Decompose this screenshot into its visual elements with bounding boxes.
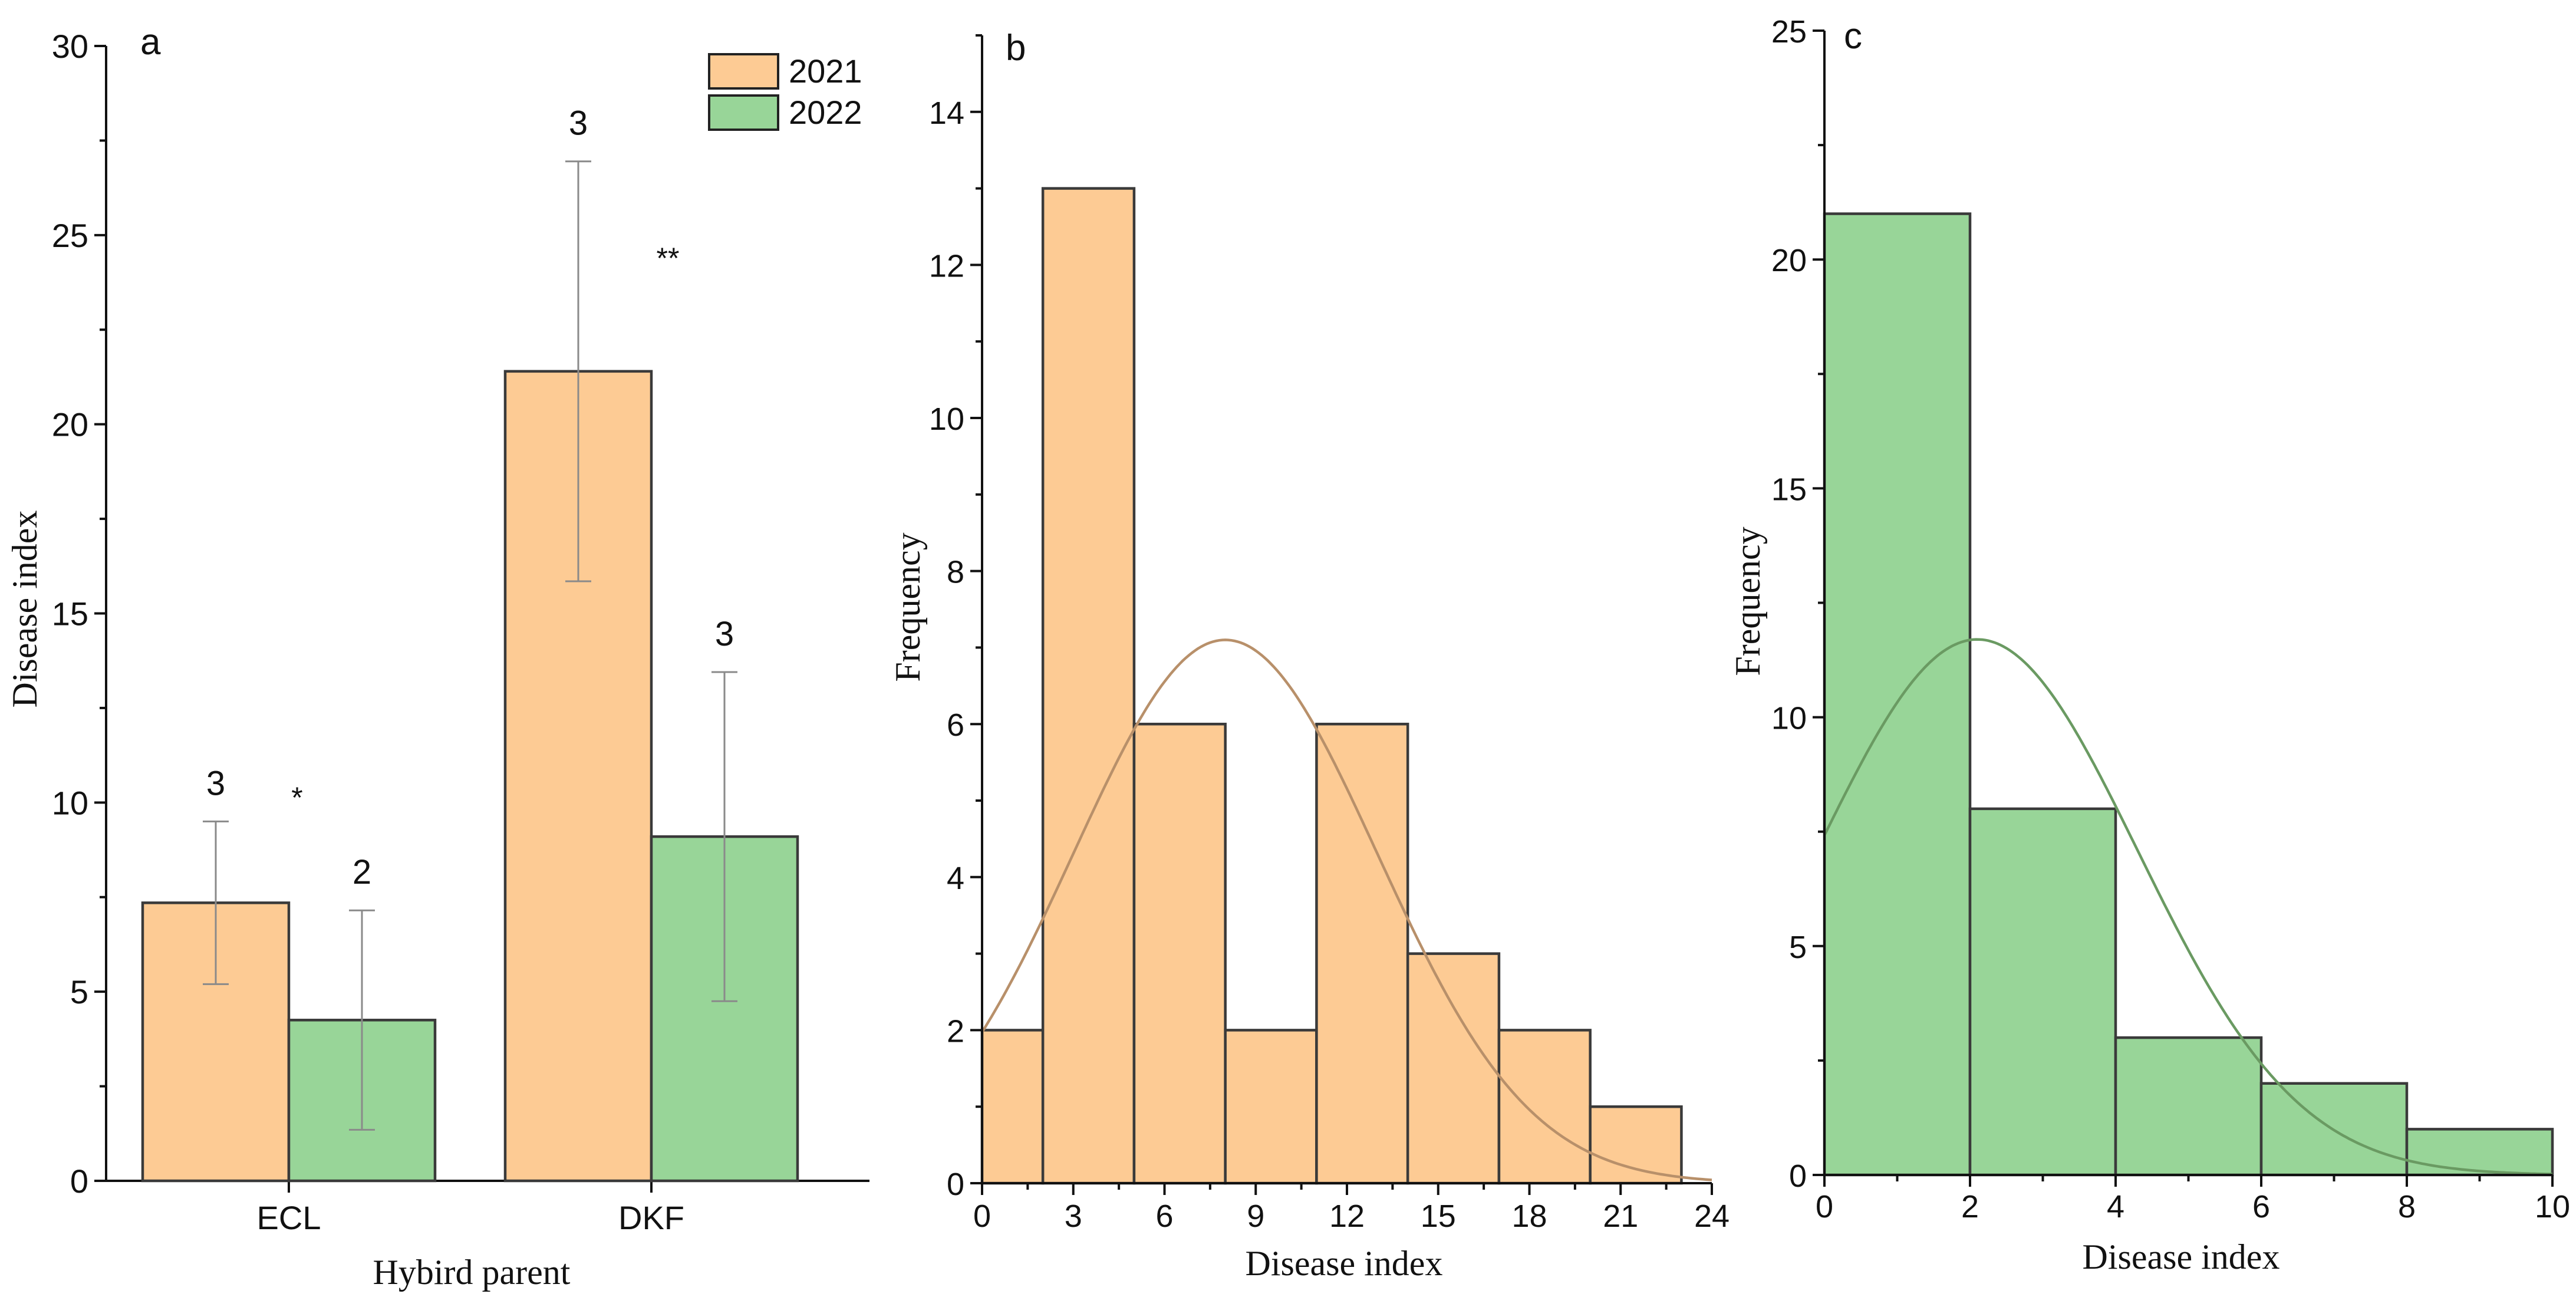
panel-a-y-tick-label: 5 <box>70 973 88 1010</box>
panel-a-y-tick-label: 20 <box>52 406 88 443</box>
panel-a-y-tick-label: 15 <box>52 595 88 633</box>
panel-c-x-tick-label: 8 <box>2398 1189 2416 1224</box>
panel-b-x-tick-label: 3 <box>1065 1199 1082 1234</box>
panel-b-y-tick-label: 8 <box>947 555 964 590</box>
panel-b-x-axis-label: Disease index <box>1246 1244 1443 1283</box>
panel-c-x-tick-label: 10 <box>2535 1189 2570 1224</box>
panel-a-letter: a <box>140 22 161 62</box>
panel-b-histogram-bar <box>1224 1029 1318 1185</box>
panel-b-x-tick-label: 0 <box>973 1199 991 1234</box>
panel-c-x-axis-label: Disease index <box>2083 1237 2280 1276</box>
panel-b-x-tick-label: 9 <box>1247 1199 1264 1234</box>
panel-c-x-tick-label: 4 <box>2107 1189 2124 1224</box>
panel-b-histogram-bar <box>1406 952 1501 1185</box>
panel-c-y-tick-label: 0 <box>1789 1158 1807 1194</box>
panel-c-histogram-bar <box>2405 1128 2554 1177</box>
legend-swatch-2022 <box>708 94 779 131</box>
panel-a-x-tick-label: ECL <box>257 1199 321 1236</box>
legend-swatch-2021 <box>708 53 779 90</box>
panel-c-letter: c <box>1844 16 1862 57</box>
panel-c-chart: c Disease index Frequency 0 5 10 15 20 25 0 2 4 6… <box>1728 14 2570 1276</box>
panel-b-histogram-bar <box>980 1029 1045 1185</box>
panel-a-legend: 2021 2022 <box>708 52 862 131</box>
legend-label-2021: 2021 <box>789 52 862 90</box>
panel-b-x-tick-label: 12 <box>1329 1199 1365 1234</box>
panel-c-y-tick-label: 10 <box>1771 701 1807 736</box>
panel-c-normal-fit-curve <box>1823 638 2553 1176</box>
panel-b-y-tick-label: 10 <box>929 401 964 437</box>
panel-c-y-tick-label: 25 <box>1771 14 1807 50</box>
panel-b-normal-fit-curve <box>981 638 1712 1181</box>
panel-b-x-tick-label: 6 <box>1155 1199 1173 1234</box>
panel-c-y-axis-label: Frequency <box>1728 526 1767 676</box>
panel-a-y-tick-label: 10 <box>52 784 88 821</box>
panel-b-x-tick-label: 15 <box>1421 1199 1456 1234</box>
significance-marker: ** <box>657 242 680 275</box>
panel-b-histogram-bar <box>1315 722 1409 1185</box>
legend-label-2022: 2022 <box>789 94 862 131</box>
sample-size-label: 3 <box>569 104 588 143</box>
panel-b-y-tick-label: 14 <box>929 96 964 131</box>
panel-b-x-tick-label: 24 <box>1694 1199 1730 1234</box>
bar-ecl-2021 <box>141 901 291 1183</box>
panel-a-y-tick-label: 25 <box>52 217 88 254</box>
panel-b-y-tick-label: 6 <box>947 707 964 743</box>
sample-size-label: 3 <box>715 615 734 653</box>
panel-c-x-tick-label: 0 <box>1816 1189 1833 1224</box>
panel-b-histogram-bar <box>1497 1029 1592 1185</box>
panel-b-y-tick-label: 0 <box>947 1167 964 1202</box>
panel-a-y-tick-label: 30 <box>52 28 88 65</box>
panel-b-histogram-bar <box>1132 722 1227 1185</box>
panel-b-histogram-bar <box>1589 1105 1683 1185</box>
sample-size-label: 2 <box>353 853 371 891</box>
panel-b-histogram-bar <box>1041 187 1136 1185</box>
panel-a-y-axis-label: Disease index <box>5 511 44 708</box>
panel-c-y-tick-label: 20 <box>1771 243 1807 278</box>
panel-a-x-axis-label: Hybird parent <box>373 1253 571 1292</box>
panel-c-x-tick-label: 2 <box>1961 1189 1979 1224</box>
panel-c-histogram-bar <box>2114 1036 2263 1177</box>
significance-marker: * <box>291 781 302 814</box>
panel-c-histogram-bar <box>1823 212 1972 1177</box>
panel-a-x-tick-label: DKF <box>618 1199 684 1236</box>
panel-b-y-tick-label: 2 <box>947 1013 964 1049</box>
panel-c-y-tick-label: 15 <box>1771 472 1807 507</box>
panel-b-y-tick-label: 4 <box>947 861 964 896</box>
sample-size-label: 3 <box>206 764 225 802</box>
panel-c-x-tick-label: 6 <box>2252 1189 2270 1224</box>
panel-b-x-tick-label: 21 <box>1603 1199 1638 1234</box>
panel-a-y-tick-label: 0 <box>70 1163 88 1200</box>
panel-a-chart: a Hybird parent Disease index 2021 2022 … <box>5 22 869 1292</box>
panel-b-y-tick-label: 12 <box>929 248 964 284</box>
panel-b-letter: b <box>1006 28 1026 68</box>
panel-c-histogram-bar <box>1968 807 2117 1177</box>
panel-b-y-axis-label: Frequency <box>888 532 927 682</box>
panel-c-y-tick-label: 5 <box>1789 930 1807 965</box>
panel-b-x-tick-label: 18 <box>1511 1199 1547 1234</box>
